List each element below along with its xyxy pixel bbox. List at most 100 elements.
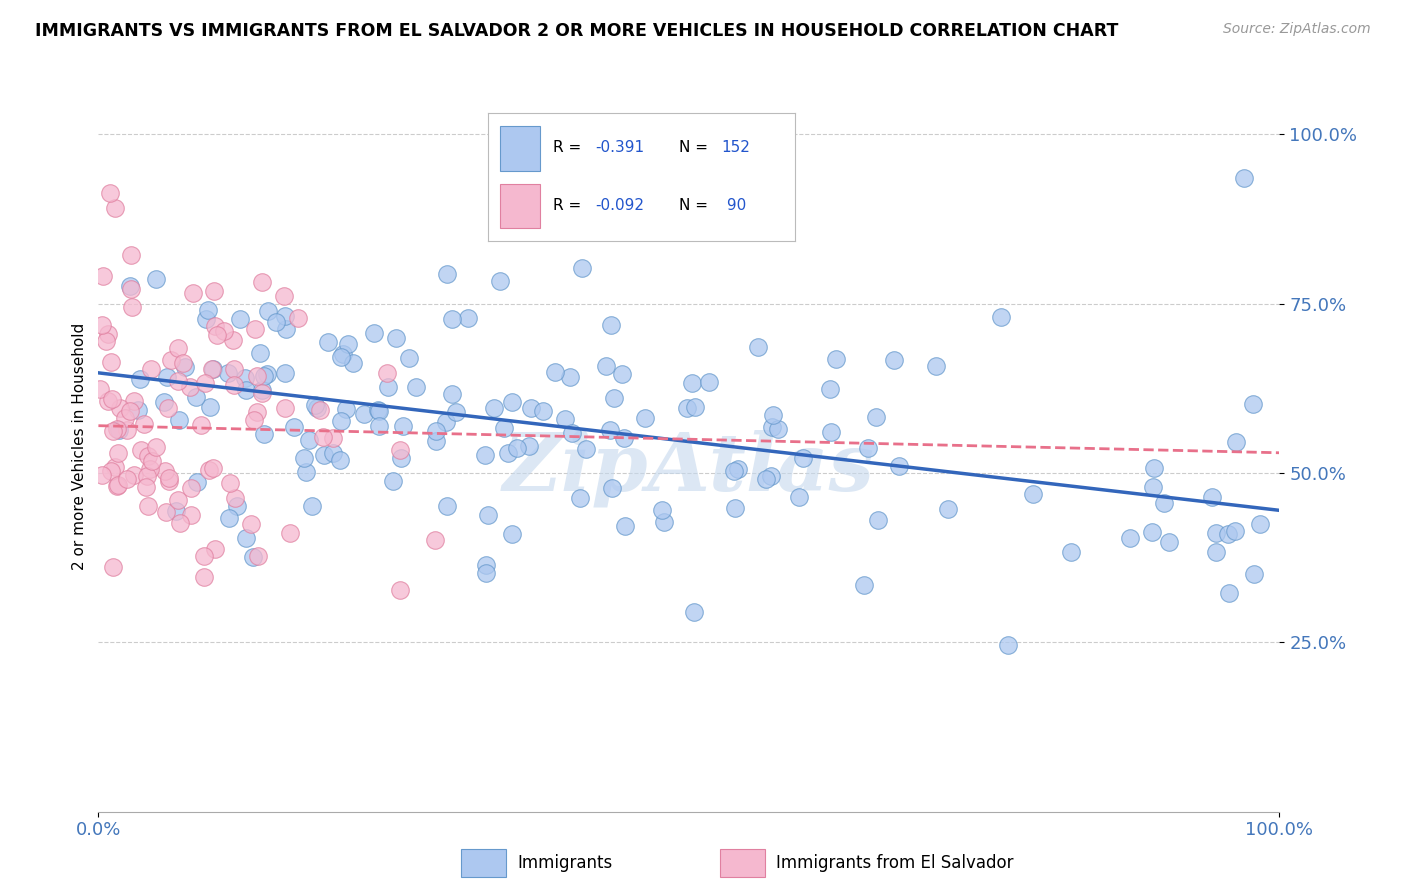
Point <box>1241 397 1264 411</box>
Point <box>156 370 179 384</box>
Point <box>501 395 523 409</box>
Point <box>308 402 330 417</box>
Point <box>235 532 257 546</box>
Point <box>107 478 129 492</box>
Point <box>353 408 375 422</box>
Point <box>180 508 202 522</box>
Point <box>278 525 301 540</box>
Point <box>425 424 447 438</box>
Point <box>101 559 124 574</box>
Point <box>127 402 149 417</box>
Text: Source: ZipAtlas.com: Source: ZipAtlas.com <box>1223 22 1371 37</box>
Point <box>747 340 769 354</box>
Point <box>165 504 187 518</box>
Point <box>1233 171 1256 186</box>
Text: IMMIGRANTS VS IMMIGRANTS FROM EL SALVADOR 2 OR MORE VEHICLES IN HOUSEHOLD CORREL: IMMIGRANTS VS IMMIGRANTS FROM EL SALVADO… <box>35 22 1119 40</box>
Point <box>761 419 783 434</box>
Point <box>235 384 257 398</box>
Point <box>115 423 138 437</box>
Point <box>195 312 218 326</box>
Point <box>446 405 468 419</box>
Point <box>425 533 447 547</box>
Point <box>193 549 215 563</box>
Point <box>246 369 269 384</box>
Point <box>186 475 208 489</box>
Point <box>105 422 128 436</box>
Point <box>599 424 621 438</box>
Point <box>367 404 389 418</box>
Point <box>225 499 247 513</box>
Point <box>681 376 703 390</box>
Point <box>868 513 890 527</box>
Y-axis label: 2 or more Vehicles in Household: 2 or more Vehicles in Household <box>72 322 87 570</box>
Point <box>1153 495 1175 509</box>
Point <box>204 542 226 557</box>
Point <box>434 415 457 429</box>
Point <box>184 390 207 404</box>
Point <box>257 304 280 318</box>
Point <box>506 441 529 455</box>
Point <box>316 334 339 349</box>
Point <box>305 401 328 415</box>
Point <box>167 493 190 508</box>
Point <box>136 449 159 463</box>
Point <box>104 460 127 475</box>
Point <box>489 274 512 288</box>
Point <box>139 362 162 376</box>
Point <box>634 410 657 425</box>
Point <box>614 519 637 533</box>
Point <box>135 480 157 494</box>
Point <box>1060 545 1083 559</box>
Point <box>139 461 162 475</box>
Point <box>115 472 138 486</box>
Point <box>436 267 458 281</box>
Point <box>145 271 167 285</box>
Point <box>200 362 222 376</box>
Point <box>575 442 598 456</box>
Point <box>250 383 273 397</box>
Point <box>654 515 676 529</box>
Point <box>224 378 246 392</box>
Point <box>243 413 266 427</box>
Point <box>141 454 163 468</box>
Point <box>90 468 112 483</box>
Point <box>520 401 543 415</box>
Point <box>295 465 318 479</box>
Point <box>436 499 458 513</box>
Point <box>222 361 245 376</box>
Point <box>367 403 389 417</box>
Point <box>474 566 496 580</box>
Point <box>477 508 499 523</box>
Point <box>105 478 128 492</box>
Point <box>457 311 479 326</box>
Point <box>107 446 129 460</box>
Point <box>610 367 633 381</box>
Point <box>1216 527 1239 541</box>
Point <box>1205 545 1227 559</box>
Point <box>368 419 391 434</box>
Point <box>91 268 114 283</box>
Point <box>193 570 215 584</box>
Point <box>1159 534 1181 549</box>
Point <box>96 326 118 341</box>
Point <box>761 468 783 483</box>
Point <box>153 394 176 409</box>
Point <box>274 310 297 324</box>
Point <box>249 346 271 360</box>
Point <box>156 401 179 415</box>
Point <box>239 516 262 531</box>
Point <box>887 459 910 474</box>
Point <box>172 356 194 370</box>
Point <box>858 442 880 456</box>
Point <box>377 379 399 393</box>
Point <box>385 331 408 345</box>
Point <box>322 431 344 445</box>
Point <box>569 491 592 505</box>
Point <box>724 501 747 516</box>
Point <box>330 350 353 364</box>
Point <box>336 337 359 351</box>
Point <box>440 312 463 326</box>
Point <box>543 365 565 379</box>
FancyBboxPatch shape <box>461 849 506 877</box>
Point <box>301 499 323 513</box>
